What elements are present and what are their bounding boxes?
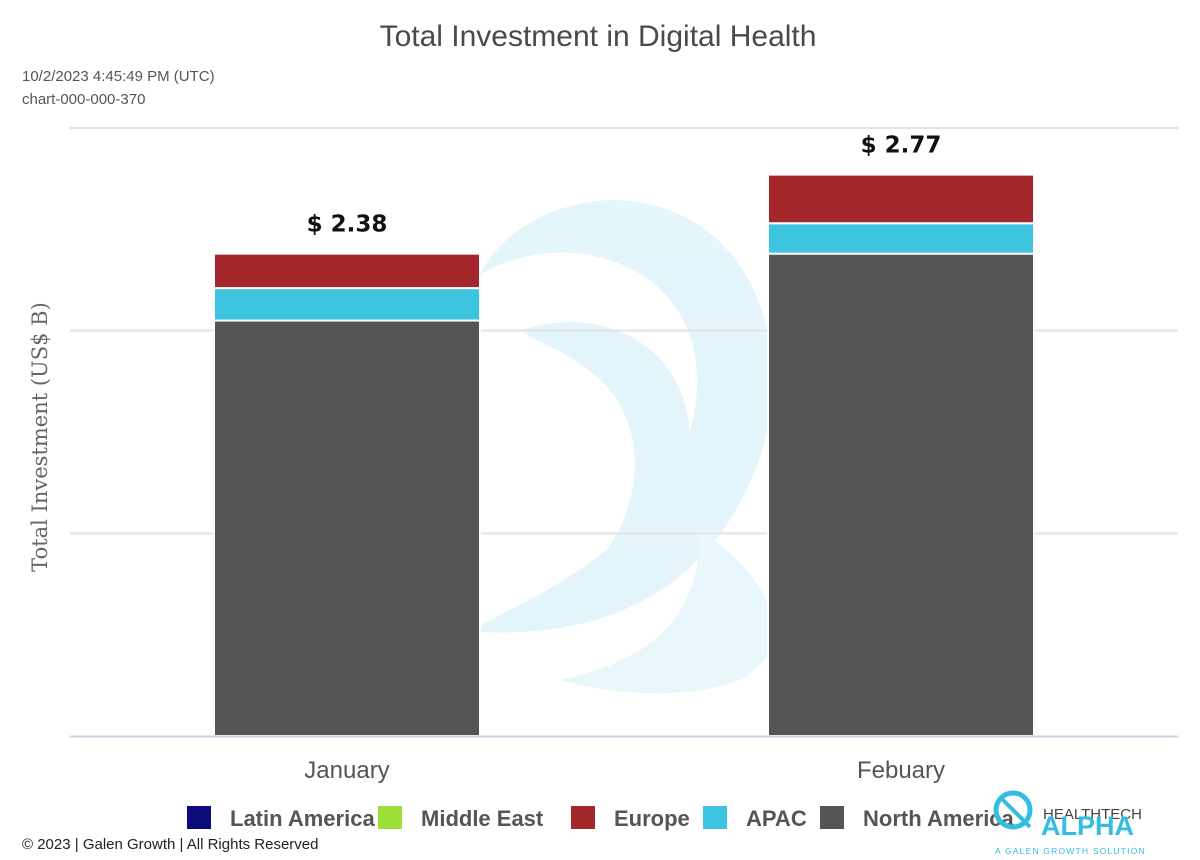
legend: Latin America Middle East Europe APAC North … (187, 806, 1015, 831)
logo-sub-text: A GALEN GROWTH SOLUTION (995, 846, 1146, 856)
watermark-logo (479, 200, 775, 694)
legend-swatch-apac[interactable] (703, 806, 727, 829)
x-tick-label: January (304, 757, 389, 784)
bars (213, 173, 1035, 738)
bar-apac-january (213, 287, 481, 322)
x-tick-labels: January Febuary (304, 757, 945, 784)
healthtech-alpha-logo: HEALTHTECH ALPHA A GALEN GROWTH SOLUTION (993, 790, 1146, 856)
total-data-label: $ 2.38 (307, 212, 388, 238)
copyright-footer: © 2023 | Galen Growth | All Rights Reser… (22, 836, 318, 853)
legend-swatch-europe[interactable] (571, 806, 595, 829)
legend-swatch-middle-east[interactable] (378, 806, 402, 829)
legend-swatch-north-america[interactable] (820, 806, 844, 829)
timestamp: 10/2/2023 4:45:49 PM (UTC) (22, 68, 215, 85)
bar-apac-febuary (767, 222, 1035, 255)
bar-europe-febuary (767, 173, 1035, 225)
bar-north-america-january (213, 319, 481, 737)
logo-top-text: HEALTHTECH (1043, 806, 1142, 823)
alpha-logo-mark (998, 795, 1032, 829)
legend-label-europe[interactable]: Europe (614, 806, 690, 831)
data-labels: $ 2.38 $ 2.77 (307, 133, 942, 238)
chart-title: Total Investment in Digital Health (380, 20, 817, 53)
total-data-label: $ 2.77 (861, 133, 942, 159)
bar-europe-january (213, 252, 481, 290)
x-tick-label: Febuary (857, 757, 945, 784)
legend-label-middle-east[interactable]: Middle East (421, 806, 544, 831)
chart-id: chart-000-000-370 (22, 91, 145, 108)
alpha-logo-icon (993, 790, 1033, 830)
logo-main-text: ALPHA (1041, 811, 1134, 841)
legend-label-north-america[interactable]: North America (863, 806, 1015, 831)
y-axis-label: Total Investment (US$ B) (28, 302, 52, 572)
legend-label-latin-america[interactable]: Latin America (230, 806, 375, 831)
legend-label-apac[interactable]: APAC (746, 806, 807, 831)
bar-north-america-febuary (767, 252, 1035, 738)
legend-swatch-latin-america[interactable] (187, 806, 211, 829)
